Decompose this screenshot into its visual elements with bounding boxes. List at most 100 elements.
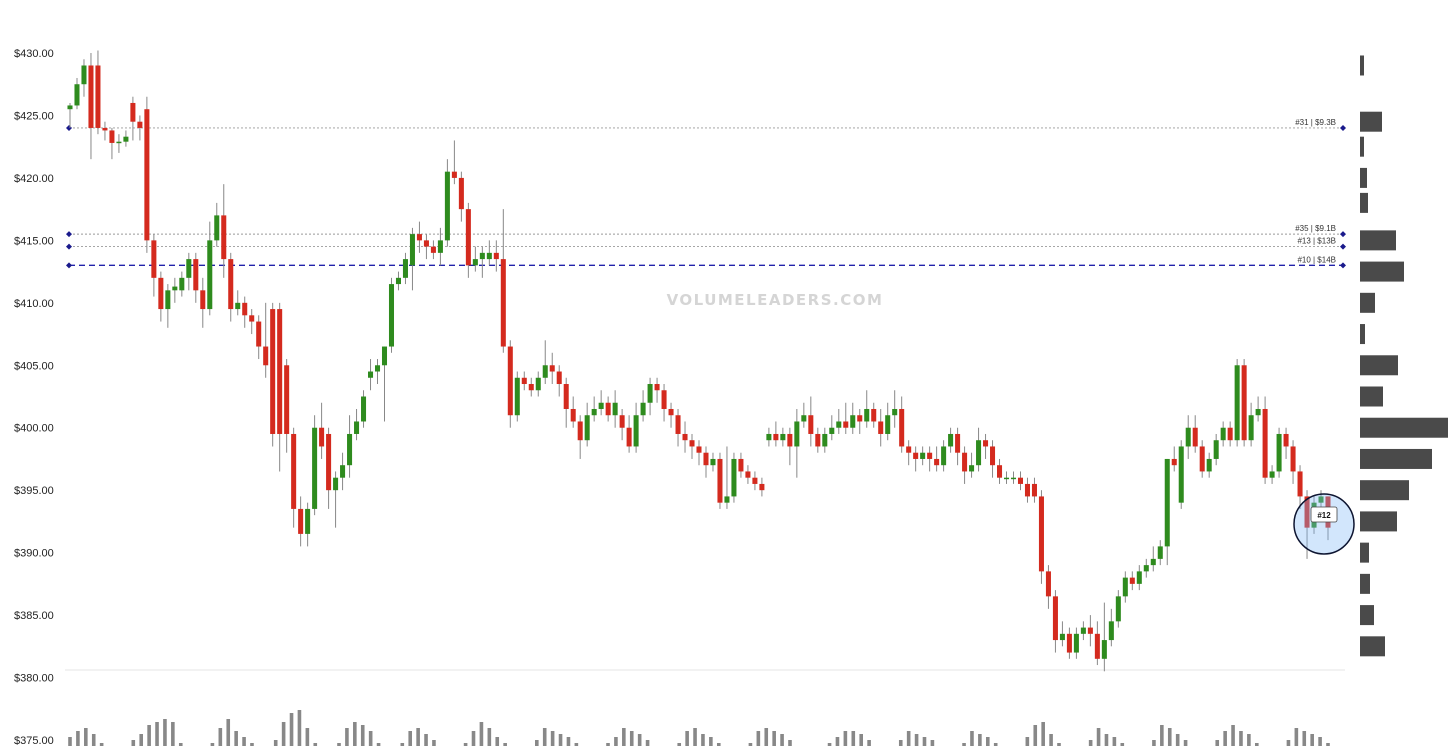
volume-bar: [234, 731, 238, 746]
profile-bar: [1360, 261, 1404, 282]
volume-bar: [368, 731, 373, 746]
candle-down: [1066, 633, 1072, 653]
highlight-circle[interactable]: [1293, 493, 1355, 555]
candle-up: [941, 446, 947, 466]
candle-down: [717, 458, 723, 503]
candle-down: [256, 321, 262, 347]
y-tick-label: $400.00: [14, 423, 54, 435]
volume-bar: [764, 728, 769, 746]
volume-bar: [772, 731, 776, 746]
candle-down: [962, 452, 968, 472]
candle-down: [738, 458, 744, 472]
level-label: #10 | $14B: [1297, 255, 1336, 264]
candle-up: [1080, 627, 1086, 634]
candle-down: [906, 446, 912, 453]
candle-down: [815, 433, 821, 447]
candle-up: [1136, 571, 1142, 584]
volume-bar: [353, 722, 357, 746]
volume-bar: [1112, 737, 1117, 746]
volume-bar: [1247, 734, 1251, 746]
candle-down: [193, 259, 199, 291]
candle-up: [1059, 633, 1065, 641]
volume-bar: [1223, 731, 1227, 746]
volume-bar: [337, 743, 341, 746]
candle-up: [207, 240, 213, 310]
candle-up: [612, 402, 618, 416]
candle-up: [479, 252, 485, 260]
volume-bar: [645, 740, 650, 746]
profile-bar: [1360, 448, 1432, 469]
candle-up: [892, 408, 898, 416]
candle-down: [326, 433, 332, 491]
volume-bar: [914, 734, 919, 746]
volume-bar: [677, 743, 682, 746]
volume-bar: [424, 734, 428, 746]
volume-bar: [1057, 743, 1061, 746]
volume-bar: [1239, 731, 1243, 746]
candle-down: [990, 446, 996, 466]
volume-bar: [1231, 725, 1235, 746]
candle-up: [186, 259, 192, 278]
candle-up: [850, 415, 856, 428]
highlight-marker[interactable]: #12: [1293, 493, 1355, 555]
candle-down: [451, 171, 457, 178]
candle-down: [151, 240, 157, 278]
candle-up: [214, 215, 220, 241]
candle-up: [472, 259, 478, 266]
profile-bar: [1360, 136, 1364, 157]
highlight-badge: [1310, 506, 1338, 523]
candle-up: [710, 458, 716, 466]
candle-down: [1241, 365, 1247, 441]
volume-bar: [930, 740, 935, 746]
candle-down: [934, 458, 940, 466]
candle-up: [74, 84, 80, 106]
candle-down: [1304, 496, 1310, 528]
candle-up: [1101, 640, 1107, 659]
candle-down: [696, 446, 702, 453]
volume-bar: [463, 743, 468, 746]
volume-bar: [281, 722, 286, 746]
volume-bar: [1310, 734, 1314, 746]
candle-up: [116, 141, 122, 144]
profile-bar: [1360, 324, 1365, 345]
candle-up: [172, 286, 178, 291]
candle-up: [81, 65, 87, 85]
volume-bar: [1120, 743, 1125, 746]
level-marker-left: [66, 231, 72, 238]
profile-bar: [1360, 55, 1364, 76]
volume-bar: [226, 719, 231, 746]
volume-bar: [535, 740, 539, 746]
candle-down: [871, 408, 877, 422]
candle-down: [1297, 471, 1303, 497]
volume-bar: [163, 719, 167, 746]
volume-bar: [1215, 740, 1220, 746]
profile-bar: [1360, 355, 1398, 376]
candle-down: [465, 209, 471, 266]
candle-up: [514, 377, 520, 416]
volume-bars: [68, 710, 1330, 746]
volume-bar: [558, 734, 563, 746]
candle-down: [682, 433, 688, 441]
candle-down: [88, 65, 94, 128]
level-marker-right: [1340, 231, 1346, 238]
candle-down: [277, 309, 283, 434]
volume-bar: [843, 731, 848, 746]
candle-up: [1108, 621, 1114, 641]
candle-up: [822, 433, 828, 447]
candle-down: [913, 452, 919, 459]
candle-down: [955, 433, 961, 453]
volume-bar: [1175, 734, 1180, 746]
candle-up: [591, 408, 597, 416]
candle-up: [340, 465, 346, 478]
volume-bar: [91, 734, 96, 746]
candle-up: [1220, 427, 1226, 441]
candle-up: [864, 408, 870, 422]
candle-down: [270, 309, 276, 434]
volume-bar: [827, 743, 832, 746]
profile-bar: [1360, 573, 1370, 594]
level-label: #31 | $9.3B: [1295, 118, 1336, 127]
candle-down: [1094, 633, 1100, 659]
profile-bar: [1360, 480, 1409, 501]
volume-bar: [835, 737, 840, 746]
candle-up: [1234, 365, 1240, 441]
